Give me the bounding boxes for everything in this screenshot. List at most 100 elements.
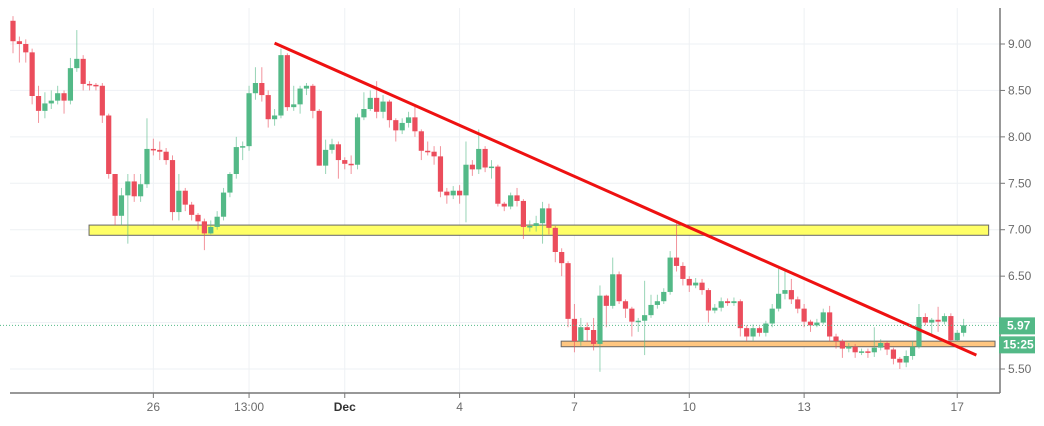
candle-down bbox=[744, 328, 750, 337]
candle-up bbox=[635, 320, 641, 323]
candle-up bbox=[118, 195, 125, 216]
candle-down bbox=[495, 166, 501, 204]
candle-up bbox=[769, 308, 775, 324]
candle-down bbox=[565, 263, 571, 319]
candle-up bbox=[814, 322, 820, 326]
candle-down bbox=[890, 349, 897, 359]
candle-up bbox=[597, 295, 603, 344]
candle-down bbox=[348, 163, 354, 166]
candle-down bbox=[520, 200, 526, 227]
candle-up bbox=[903, 356, 909, 363]
candle-up bbox=[48, 100, 54, 104]
candle-down bbox=[201, 221, 207, 234]
candles bbox=[10, 16, 967, 372]
candle-down bbox=[552, 227, 558, 253]
grid bbox=[10, 8, 1000, 393]
resistance-zone bbox=[88, 224, 990, 236]
candle-down bbox=[265, 95, 271, 120]
candle-down bbox=[584, 327, 590, 331]
candle-up bbox=[233, 147, 239, 175]
countdown-badge bbox=[999, 336, 1035, 354]
support-zone bbox=[560, 340, 996, 348]
candle-up bbox=[782, 290, 788, 294]
candle-down bbox=[393, 120, 399, 131]
candle-up bbox=[214, 216, 220, 227]
y-tick-label: 7.00 bbox=[1008, 223, 1032, 237]
candle-up bbox=[846, 346, 852, 349]
candle-down bbox=[16, 41, 22, 44]
candle-up bbox=[463, 164, 469, 196]
candle-down bbox=[86, 83, 93, 86]
candle-down bbox=[622, 301, 629, 309]
candle-down bbox=[35, 96, 42, 111]
axes bbox=[10, 8, 1001, 394]
y-tick-label: 6.50 bbox=[1008, 269, 1032, 283]
candle-up bbox=[941, 316, 948, 322]
countdown-label: 15:25 bbox=[1003, 337, 1034, 351]
y-tick-label: 8.00 bbox=[1008, 130, 1032, 144]
trendline bbox=[273, 41, 977, 357]
candle-down bbox=[948, 316, 954, 341]
candle-up bbox=[916, 317, 922, 347]
candle-up bbox=[303, 85, 310, 89]
candle-up bbox=[227, 174, 233, 193]
candle-down bbox=[259, 83, 265, 96]
candle-up bbox=[712, 307, 718, 311]
candle-down bbox=[425, 150, 431, 153]
candle-up bbox=[354, 117, 361, 165]
candle-up bbox=[297, 88, 303, 105]
candle-up bbox=[67, 68, 74, 101]
candle-down bbox=[112, 174, 118, 216]
candle-up bbox=[361, 109, 367, 118]
candle-down bbox=[23, 44, 29, 53]
candle-up bbox=[220, 192, 227, 217]
candle-down bbox=[444, 191, 450, 196]
candle-up bbox=[240, 146, 246, 148]
candle-down bbox=[195, 214, 201, 222]
candle-down bbox=[795, 299, 801, 309]
candle-down bbox=[131, 181, 137, 197]
candle-up bbox=[763, 323, 769, 333]
candle-up bbox=[648, 304, 654, 316]
candle-up bbox=[74, 58, 80, 69]
candle-down bbox=[418, 131, 424, 151]
candle-up bbox=[533, 223, 539, 227]
candle-down bbox=[571, 318, 578, 342]
candle-down bbox=[629, 308, 635, 322]
candle-up bbox=[858, 351, 865, 353]
candle-down bbox=[412, 117, 418, 132]
candle-down bbox=[10, 20, 16, 42]
x-tick-label: 4 bbox=[456, 400, 463, 414]
candle-up bbox=[125, 181, 131, 196]
candle-down bbox=[469, 164, 475, 170]
candle-up bbox=[961, 325, 967, 333]
candle-up bbox=[208, 226, 214, 234]
candle-up bbox=[578, 327, 584, 342]
candle-up bbox=[508, 195, 514, 207]
candle-up bbox=[750, 328, 756, 337]
candle-down bbox=[673, 257, 680, 266]
candle-up bbox=[527, 226, 533, 228]
candle-up bbox=[450, 190, 456, 196]
x-axis-ticks: 26 13:00 Dec 4 7 10 13 17 bbox=[147, 393, 964, 414]
current-price-badge bbox=[999, 317, 1035, 335]
candle-up bbox=[291, 104, 297, 108]
candle-up bbox=[871, 347, 877, 353]
candle-down bbox=[80, 58, 86, 84]
y-tick-label: 5.50 bbox=[1008, 362, 1032, 376]
candle-up bbox=[271, 115, 278, 120]
candle-down bbox=[616, 274, 622, 302]
candle-down bbox=[386, 101, 393, 121]
candle-up bbox=[55, 93, 61, 101]
candle-down bbox=[157, 149, 163, 152]
candle-up bbox=[661, 291, 667, 302]
candle-down bbox=[788, 290, 794, 300]
candle-down bbox=[801, 308, 807, 322]
candle-down bbox=[106, 115, 112, 175]
y-axis-ticks: 5.50 6.50 7.00 7.50 8.00 8.50 9.00 bbox=[1000, 37, 1032, 376]
current-price-label: 5.97 bbox=[1007, 318, 1031, 332]
candle-down bbox=[833, 336, 839, 342]
candle-down bbox=[93, 84, 99, 87]
candle-up bbox=[488, 166, 495, 169]
candle-down bbox=[310, 85, 316, 111]
